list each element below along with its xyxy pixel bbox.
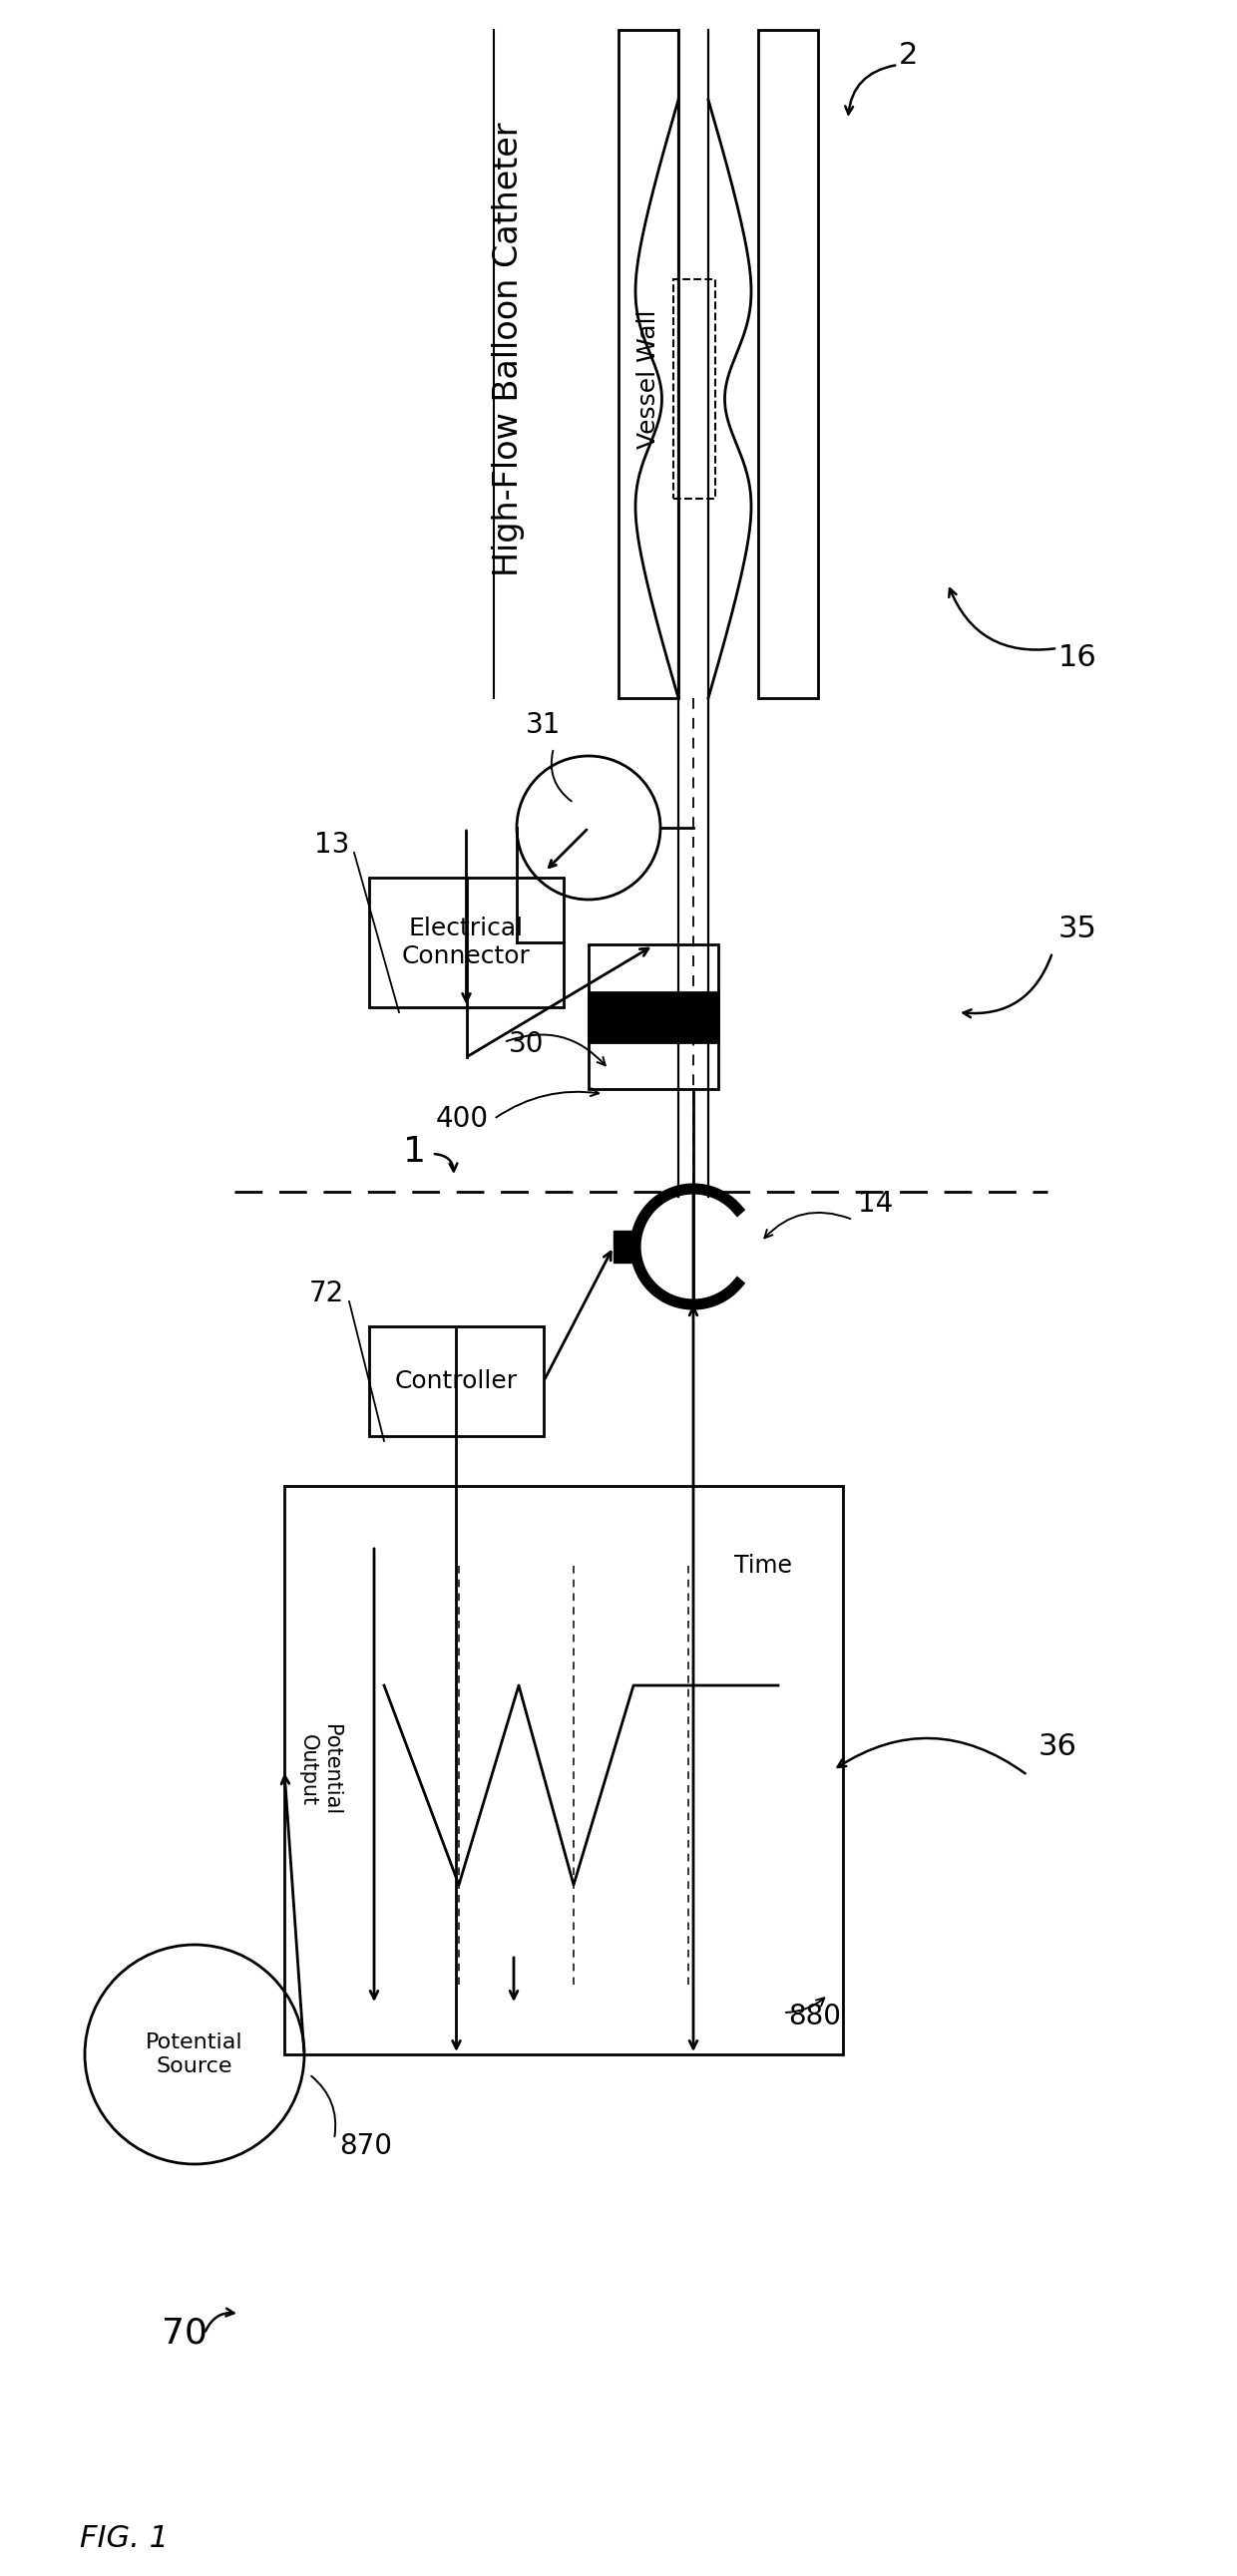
FancyArrowPatch shape: [453, 1329, 460, 2048]
Text: 35: 35: [1058, 914, 1097, 943]
Bar: [614, 1231, 636, 1262]
FancyArrowPatch shape: [785, 1999, 824, 2012]
Text: FIG. 1: FIG. 1: [80, 2524, 168, 2553]
FancyArrowPatch shape: [689, 1306, 698, 1316]
Bar: [618, 31, 678, 698]
FancyArrowPatch shape: [546, 1252, 611, 1378]
Text: 870: 870: [339, 2133, 392, 2161]
FancyArrowPatch shape: [964, 956, 1051, 1018]
Text: 31: 31: [526, 711, 562, 739]
Text: 13: 13: [314, 829, 349, 858]
Text: High-Flow Balloon Catheter: High-Flow Balloon Catheter: [492, 121, 526, 577]
FancyArrowPatch shape: [510, 1958, 517, 1999]
Text: Potential
Source: Potential Source: [146, 2032, 244, 2076]
FancyArrowPatch shape: [463, 829, 470, 1002]
FancyArrowPatch shape: [434, 1154, 458, 1172]
FancyArrowPatch shape: [689, 1193, 698, 2048]
Bar: [758, 31, 818, 698]
FancyArrowPatch shape: [552, 750, 571, 801]
FancyArrowPatch shape: [281, 1775, 304, 2050]
FancyArrowPatch shape: [205, 2308, 234, 2331]
Bar: [589, 992, 719, 1043]
Text: 16: 16: [1058, 644, 1097, 672]
Bar: [285, 1486, 842, 2056]
FancyArrowPatch shape: [469, 948, 648, 1056]
FancyArrowPatch shape: [506, 1036, 605, 1066]
Text: Potential
Output: Potential Output: [298, 1726, 340, 1816]
Text: 72: 72: [309, 1280, 344, 1309]
Bar: [369, 878, 564, 1007]
Text: 30: 30: [508, 1030, 544, 1059]
Text: Time: Time: [735, 1553, 792, 1577]
Bar: [369, 1327, 544, 1435]
FancyArrowPatch shape: [764, 1213, 850, 1239]
Text: Controller: Controller: [395, 1370, 518, 1394]
Text: 14: 14: [858, 1190, 893, 1218]
Text: Vessel Wall: Vessel Wall: [637, 309, 661, 448]
FancyArrowPatch shape: [496, 1090, 599, 1118]
Text: 400: 400: [435, 1105, 489, 1133]
Text: 70: 70: [162, 2316, 208, 2352]
FancyArrowPatch shape: [370, 1548, 379, 1999]
Text: 880: 880: [788, 2002, 841, 2030]
FancyArrowPatch shape: [949, 587, 1055, 649]
Text: Electrical
Connector: Electrical Connector: [402, 917, 531, 969]
Bar: [673, 278, 715, 500]
FancyArrowPatch shape: [312, 2076, 335, 2136]
Text: 1: 1: [402, 1136, 426, 1170]
Text: 36: 36: [1038, 1731, 1077, 1762]
FancyArrowPatch shape: [837, 1739, 1025, 1772]
Text: 2: 2: [898, 41, 918, 70]
FancyArrowPatch shape: [845, 64, 896, 113]
Bar: [589, 945, 719, 1090]
